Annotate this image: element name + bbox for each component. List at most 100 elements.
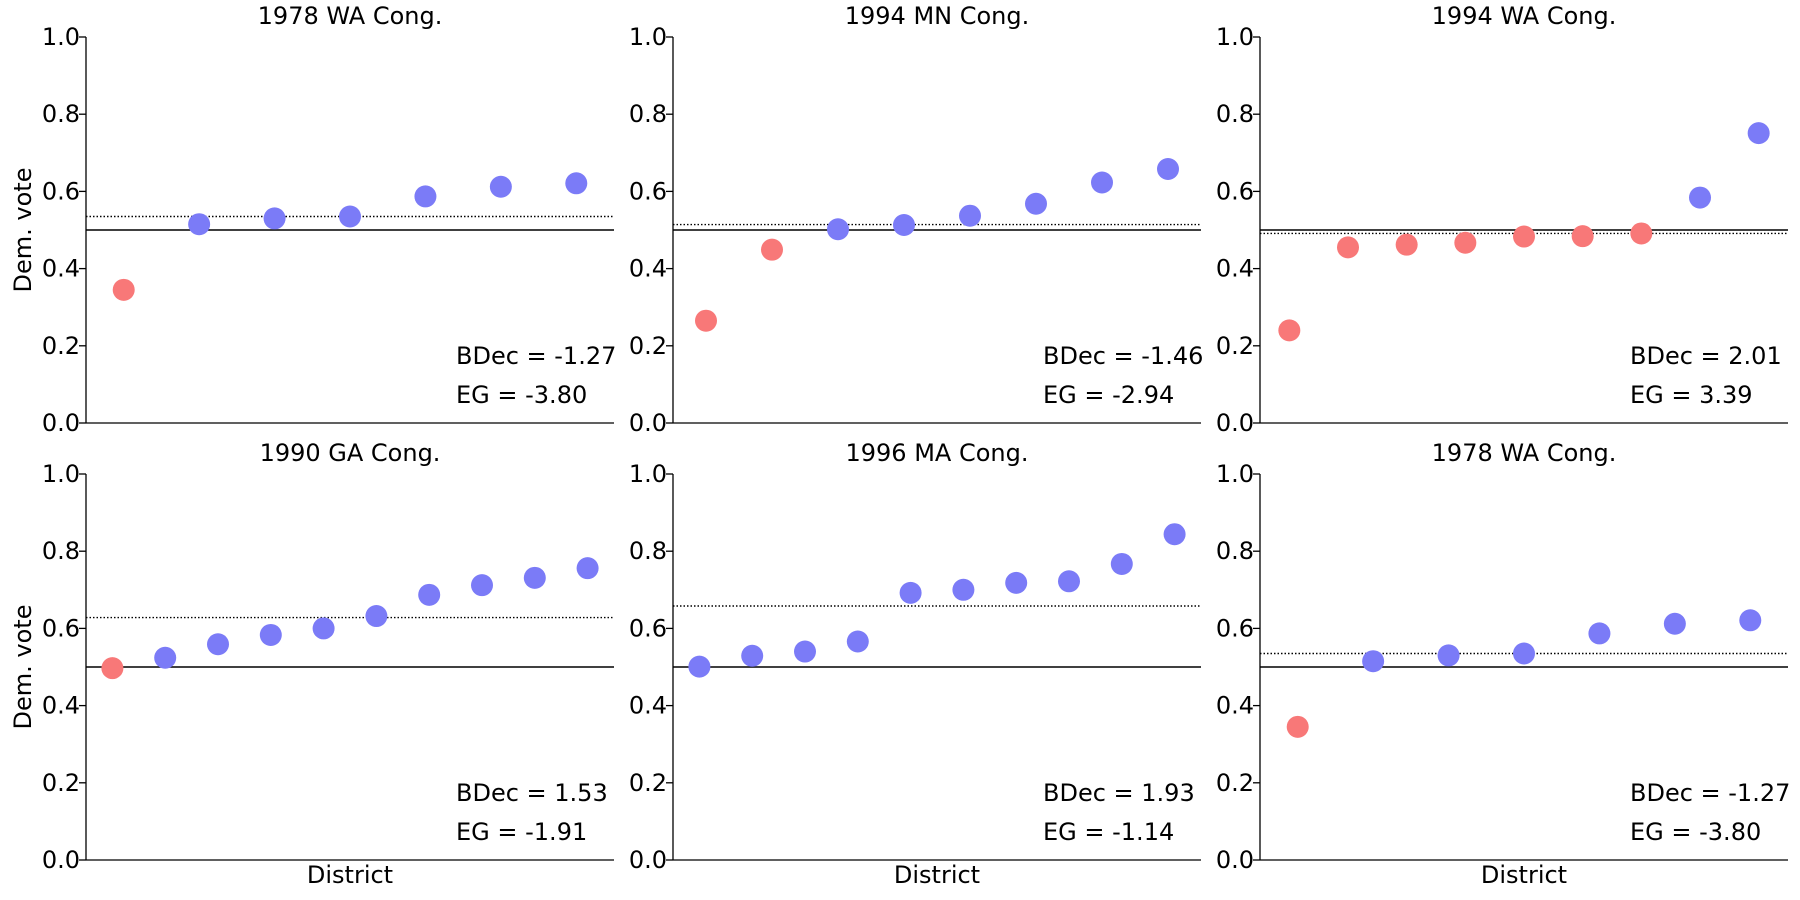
bdec-annotation: BDec = -1.27 bbox=[1630, 779, 1790, 807]
district-point bbox=[1362, 650, 1385, 673]
district-point bbox=[846, 630, 869, 653]
y-tick-label: 0.8 bbox=[42, 100, 80, 128]
district-point bbox=[207, 633, 229, 656]
x-axis-label: District bbox=[894, 861, 980, 889]
district-point bbox=[827, 218, 849, 241]
district-point bbox=[688, 655, 711, 678]
panel-title: 1978 WA Cong. bbox=[258, 2, 443, 30]
district-point bbox=[471, 574, 493, 597]
district-point bbox=[365, 605, 388, 628]
y-tick-label: 0.4 bbox=[1216, 692, 1254, 720]
y-tick-label: 0.6 bbox=[1216, 614, 1254, 642]
district-point bbox=[339, 205, 361, 228]
y-tick-label: 0.2 bbox=[1216, 332, 1254, 360]
panel-title: 1990 GA Cong. bbox=[260, 439, 441, 467]
eg-annotation: EG = -2.94 bbox=[1043, 381, 1174, 409]
bdec-annotation: BDec = 1.53 bbox=[456, 779, 608, 807]
district-point bbox=[741, 644, 764, 667]
district-point bbox=[1571, 225, 1594, 248]
y-tick-label: 0.4 bbox=[1216, 255, 1254, 283]
y-tick-label: 0.0 bbox=[1216, 846, 1254, 874]
y-tick-label: 0.6 bbox=[629, 614, 667, 642]
district-point bbox=[899, 581, 922, 604]
y-tick-label: 0.2 bbox=[42, 332, 80, 360]
x-axis-label: District bbox=[1481, 861, 1567, 889]
y-tick-label: 0.8 bbox=[1216, 100, 1254, 128]
y-tick-label: 0.6 bbox=[629, 177, 667, 205]
y-tick-label: 1.0 bbox=[42, 460, 80, 488]
district-point bbox=[565, 172, 588, 195]
y-axis-label: Dem. vote bbox=[9, 168, 37, 293]
y-tick-label: 1.0 bbox=[629, 23, 667, 51]
y-tick-label: 0.8 bbox=[629, 100, 667, 128]
panel-title: 1994 MN Cong. bbox=[845, 2, 1030, 30]
district-point bbox=[952, 578, 975, 601]
district-point bbox=[576, 557, 599, 580]
bdec-annotation: BDec = 2.01 bbox=[1630, 342, 1782, 370]
y-tick-label: 0.8 bbox=[1216, 537, 1254, 565]
district-point bbox=[312, 617, 335, 640]
eg-annotation: EG = -1.14 bbox=[1043, 818, 1174, 846]
district-point bbox=[1286, 715, 1309, 738]
y-axis-label: Dem. vote bbox=[9, 605, 37, 730]
district-point bbox=[1337, 236, 1359, 259]
district-point bbox=[1739, 609, 1762, 632]
y-tick-label: 1.0 bbox=[629, 460, 667, 488]
x-axis-label: District bbox=[307, 861, 393, 889]
district-point bbox=[112, 278, 135, 301]
district-point bbox=[695, 309, 717, 332]
y-tick-label: 0.2 bbox=[1216, 769, 1254, 797]
y-tick-label: 0.2 bbox=[629, 332, 667, 360]
y-tick-label: 0.4 bbox=[42, 692, 80, 720]
district-point bbox=[1630, 222, 1653, 245]
eg-annotation: EG = -1.91 bbox=[456, 818, 587, 846]
district-point bbox=[1663, 612, 1686, 635]
panel-title: 1996 MA Cong. bbox=[846, 439, 1029, 467]
y-tick-label: 0.2 bbox=[42, 769, 80, 797]
y-tick-label: 1.0 bbox=[1216, 460, 1254, 488]
y-tick-label: 0.6 bbox=[1216, 177, 1254, 205]
district-point bbox=[794, 640, 816, 663]
district-point bbox=[259, 623, 282, 646]
district-point bbox=[1163, 523, 1186, 546]
y-tick-label: 0.4 bbox=[629, 255, 667, 283]
district-point bbox=[1091, 171, 1113, 194]
panel-title: 1994 WA Cong. bbox=[1432, 2, 1617, 30]
district-point bbox=[1110, 552, 1133, 575]
district-point bbox=[1157, 158, 1179, 181]
district-point bbox=[1058, 570, 1080, 593]
y-tick-label: 0.6 bbox=[42, 177, 80, 205]
district-point bbox=[418, 583, 441, 606]
y-tick-label: 0.8 bbox=[42, 537, 80, 565]
district-point bbox=[1437, 644, 1460, 667]
district-point bbox=[959, 204, 981, 227]
panel-title: 1978 WA Cong. bbox=[1432, 439, 1617, 467]
district-point bbox=[101, 657, 124, 680]
district-point bbox=[1454, 231, 1477, 254]
district-point bbox=[1513, 225, 1535, 248]
y-tick-label: 0.8 bbox=[629, 537, 667, 565]
y-tick-label: 0.2 bbox=[629, 769, 667, 797]
y-tick-label: 0.0 bbox=[42, 846, 80, 874]
district-point bbox=[1005, 571, 1028, 594]
district-point bbox=[263, 207, 286, 230]
district-point bbox=[489, 175, 512, 198]
y-tick-label: 0.4 bbox=[42, 255, 80, 283]
eg-annotation: EG = -3.80 bbox=[456, 381, 587, 409]
y-tick-label: 0.0 bbox=[629, 846, 667, 874]
y-tick-label: 1.0 bbox=[42, 23, 80, 51]
y-tick-label: 1.0 bbox=[1216, 23, 1254, 51]
district-point bbox=[893, 213, 915, 236]
district-point bbox=[1395, 233, 1418, 256]
district-point bbox=[188, 213, 211, 236]
district-point bbox=[1278, 319, 1301, 342]
y-tick-label: 0.0 bbox=[629, 409, 667, 437]
district-point bbox=[1588, 622, 1611, 645]
eg-annotation: EG = 3.39 bbox=[1630, 381, 1753, 409]
y-tick-label: 0.0 bbox=[1216, 409, 1254, 437]
y-tick-label: 0.0 bbox=[42, 409, 80, 437]
bdec-annotation: BDec = -1.27 bbox=[456, 342, 616, 370]
district-point bbox=[1025, 192, 1047, 215]
y-tick-label: 0.4 bbox=[629, 692, 667, 720]
y-tick-label: 0.6 bbox=[42, 614, 80, 642]
